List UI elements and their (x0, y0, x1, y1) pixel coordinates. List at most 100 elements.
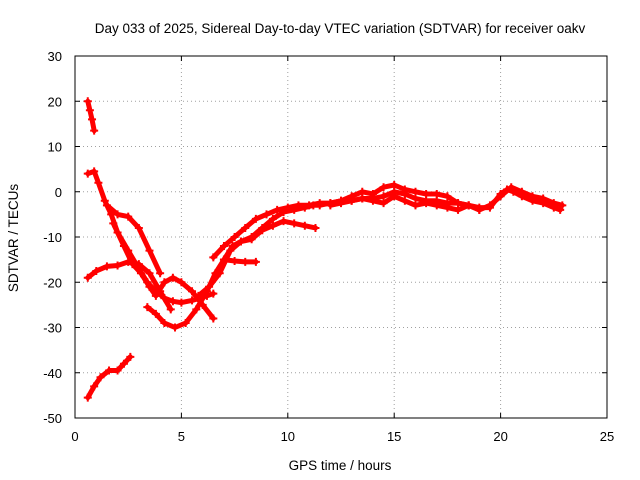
data-point (315, 199, 324, 208)
data-point (105, 366, 114, 375)
data-point (290, 219, 299, 228)
data-point (454, 199, 463, 208)
data-point (241, 257, 250, 266)
data-point (194, 291, 203, 300)
x-tick-label: 20 (493, 429, 507, 444)
data-point (283, 203, 292, 212)
data-point (143, 303, 152, 312)
series-line (144, 187, 563, 330)
data-point (273, 205, 282, 214)
data-point (188, 296, 197, 305)
data-point (464, 201, 473, 210)
y-tick-label: -10 (43, 230, 62, 245)
y-tick-label: 20 (48, 94, 62, 109)
series-line (104, 202, 163, 276)
data-point (230, 233, 239, 241)
data-point (219, 255, 228, 264)
series-track-3 (102, 201, 165, 278)
data-point (241, 223, 250, 232)
series-track-9 (219, 255, 260, 266)
x-tick-label: 10 (281, 429, 295, 444)
data-point (507, 183, 516, 192)
data-point (94, 178, 103, 187)
data-point (432, 190, 441, 199)
data-point (400, 185, 409, 194)
data-point (166, 305, 175, 314)
data-point (422, 190, 431, 199)
series-track-5 (83, 257, 175, 314)
data-point (113, 210, 122, 219)
data-point (109, 219, 118, 228)
data-point (83, 393, 92, 402)
y-tick-label: -30 (43, 321, 62, 336)
data-point (443, 192, 452, 201)
data-point (90, 382, 99, 391)
data-point (119, 242, 128, 251)
data-point (83, 97, 92, 106)
data-point (475, 205, 484, 214)
series-track-11 (83, 352, 135, 402)
data-point (539, 194, 548, 203)
data-point (347, 196, 356, 205)
data-point (432, 201, 441, 210)
x-tick-label: 15 (387, 429, 401, 444)
series-line (85, 98, 97, 134)
data-point (400, 196, 409, 205)
series-track-10 (326, 192, 484, 214)
data-point (294, 201, 303, 210)
data-point (390, 192, 399, 201)
data-point (156, 287, 165, 296)
data-point (337, 199, 345, 208)
data-point (517, 187, 526, 196)
data-point (496, 192, 505, 201)
data-point (181, 318, 190, 327)
chart-title: Day 033 of 2025, Sidereal Day-to-day VTE… (95, 21, 586, 36)
tick-layer: 0 5 10 15 20 25 30 20 10 0 -10 -20 -30 -40 -50 (43, 49, 614, 444)
data-point (226, 246, 235, 255)
data-point (443, 203, 452, 212)
data-point (422, 199, 431, 208)
data-point (358, 187, 367, 196)
data-point (379, 199, 388, 208)
data-point (379, 192, 388, 201)
data-point (124, 257, 133, 266)
data-point (102, 201, 111, 210)
data-point (205, 282, 214, 291)
data-point (113, 366, 122, 375)
data-point (168, 273, 177, 282)
data-point (151, 291, 160, 300)
data-point (262, 210, 271, 219)
data-point (145, 282, 154, 291)
y-axis-label: SDTVAR / TECUs (6, 184, 21, 293)
data-point (177, 278, 186, 287)
data-point (168, 297, 177, 306)
data-point (454, 205, 463, 214)
data-point (160, 278, 169, 287)
data-point (258, 226, 267, 235)
data-point (171, 323, 180, 332)
data-point (311, 223, 320, 232)
data-point (151, 309, 160, 318)
series-line (210, 182, 565, 260)
data-point (209, 289, 218, 298)
data-point (326, 201, 335, 210)
data-point (549, 199, 558, 208)
series-track-4 (109, 219, 218, 323)
y-tick-label: -50 (43, 411, 62, 426)
series-track-1 (83, 97, 99, 135)
data-point (485, 201, 494, 210)
y-tick-label: 0 (55, 185, 62, 200)
series-line (221, 257, 259, 265)
data-point (247, 235, 256, 244)
y-tick-label: 30 (48, 49, 62, 64)
data-point (134, 223, 143, 232)
data-point (83, 273, 92, 282)
data-point (83, 169, 92, 178)
data-point (119, 359, 128, 368)
data-point (177, 298, 186, 307)
data-point (102, 262, 111, 271)
data-point (209, 314, 218, 323)
data-point (188, 287, 197, 296)
data-point (209, 253, 218, 262)
data-point (230, 256, 239, 265)
